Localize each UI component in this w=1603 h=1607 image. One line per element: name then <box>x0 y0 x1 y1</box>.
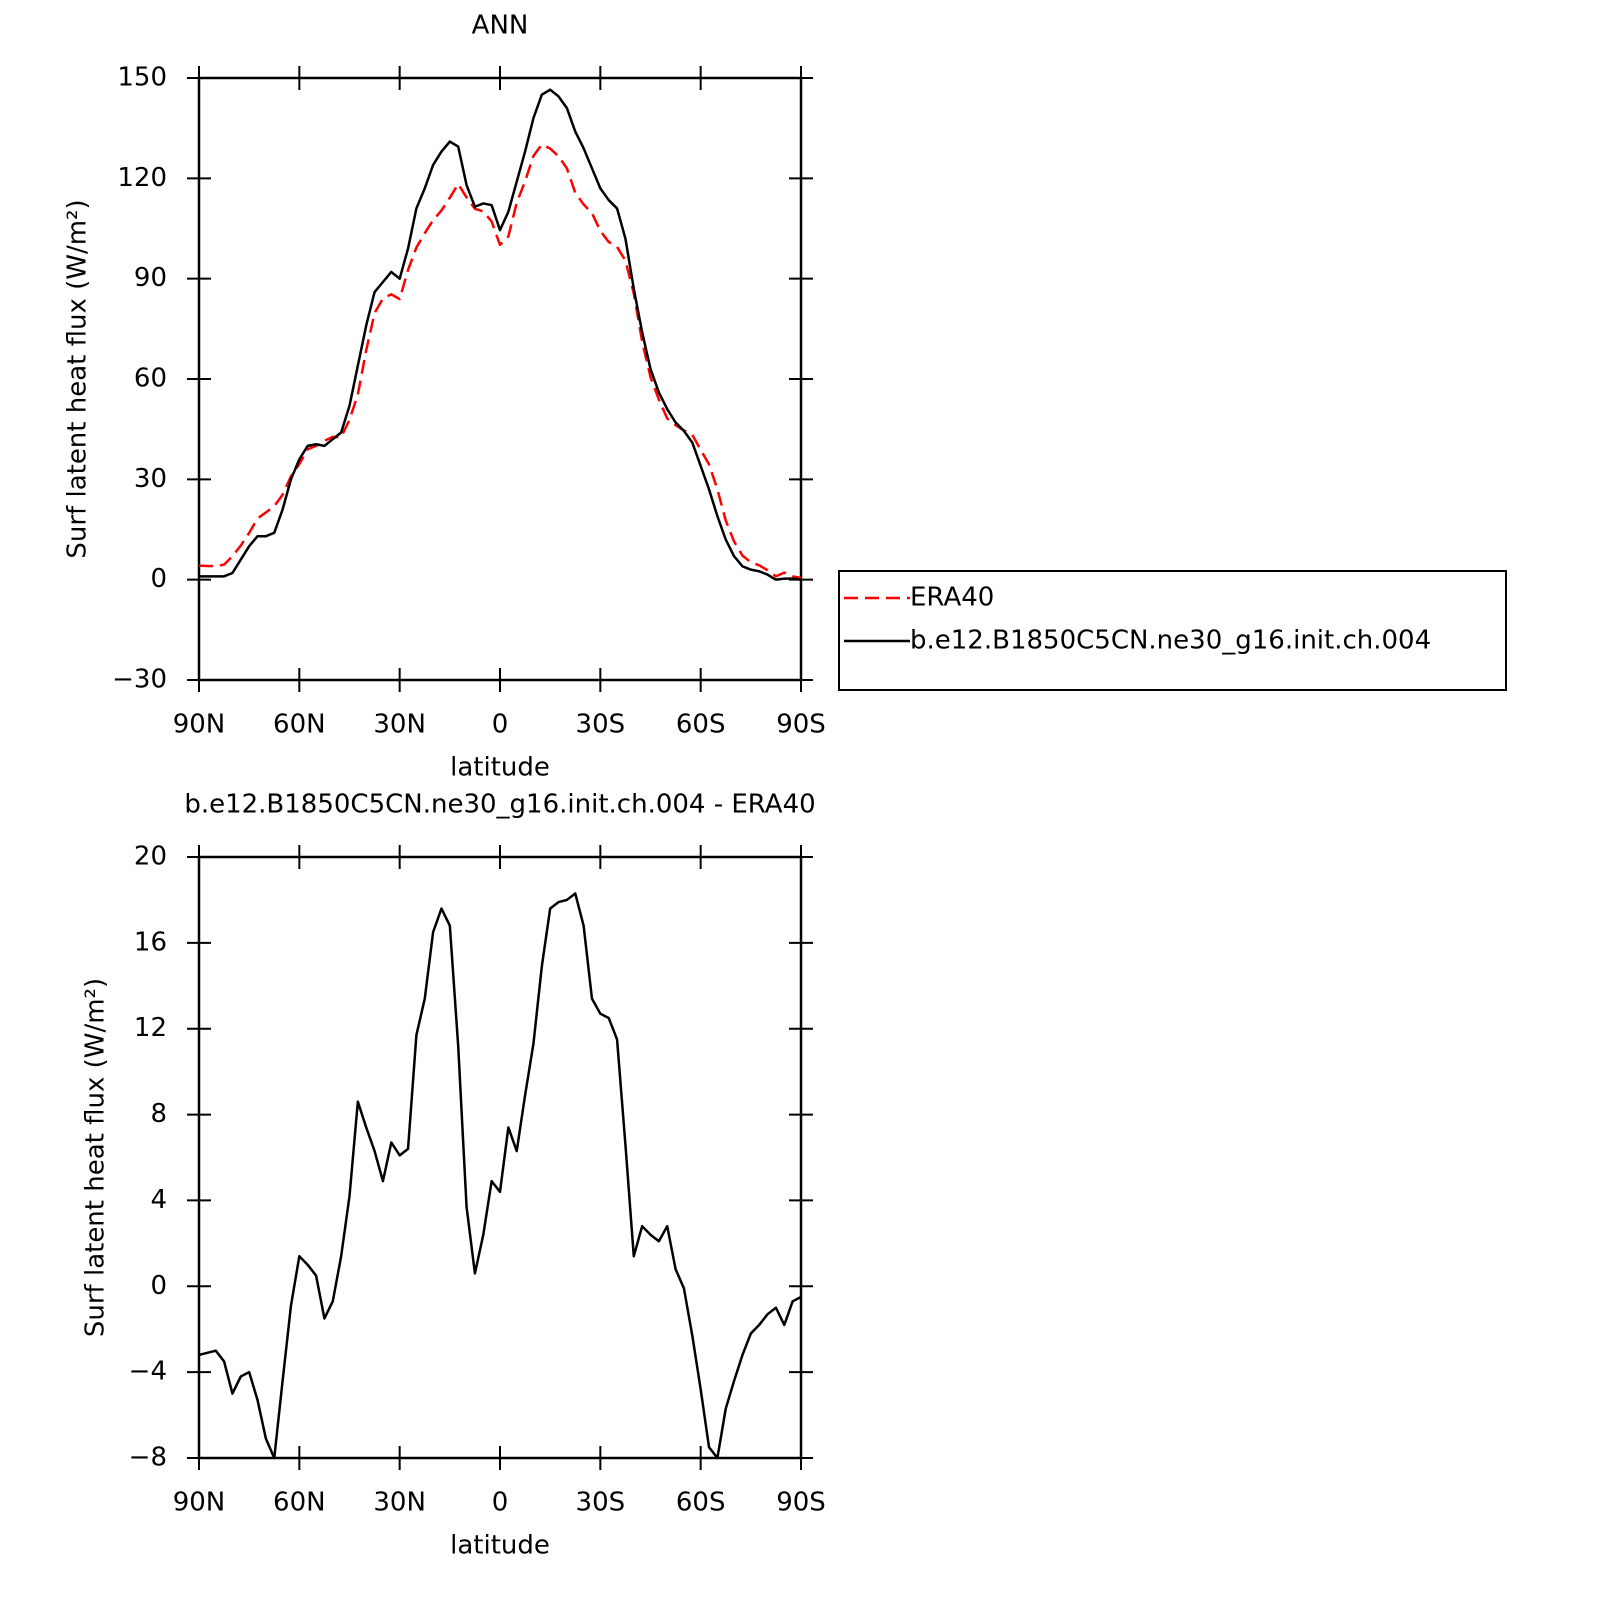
x-tick-label: 90N <box>173 1488 226 1518</box>
data-line <box>198 143 802 580</box>
x-tick-label: 30S <box>576 710 626 740</box>
plot-frame <box>197 855 803 1460</box>
data-line <box>199 88 802 581</box>
chart-title: ANN <box>472 11 529 41</box>
y-tick-label: 16 <box>134 927 167 957</box>
y-tick-label: 120 <box>117 163 167 193</box>
x-tick-label: 60N <box>273 1488 326 1518</box>
y-tick-label: 12 <box>134 1013 167 1043</box>
y-tick-label: −4 <box>129 1357 167 1387</box>
y-axis-label: Surf latent heat flux (W/m²) <box>63 199 93 558</box>
x-axis-label: latitude <box>450 1531 550 1561</box>
y-tick-label: 4 <box>150 1185 167 1215</box>
x-tick-label: 60N <box>273 710 326 740</box>
x-tick-label: 30N <box>373 1488 426 1518</box>
x-tick-label: 90N <box>173 710 226 740</box>
x-tick-label: 60S <box>676 1488 726 1518</box>
x-tick-label: 90S <box>776 710 826 740</box>
y-axis-label: Surf latent heat flux (W/m²) <box>81 978 111 1337</box>
legend-box <box>838 570 1507 691</box>
y-tick-label: 0 <box>150 564 167 594</box>
legend-label: b.e12.B1850C5CN.ne30_g16.init.ch.004 <box>910 626 1431 656</box>
x-tick-label: 0 <box>492 1488 509 1518</box>
y-tick-label: 60 <box>134 364 167 394</box>
y-tick-label: 30 <box>134 464 167 494</box>
y-tick-label: −8 <box>129 1443 167 1473</box>
x-tick-label: 30N <box>373 710 426 740</box>
y-tick-label: 8 <box>150 1099 167 1129</box>
x-axis-label: latitude <box>450 753 550 783</box>
x-tick-label: 0 <box>492 710 509 740</box>
legend-label: ERA40 <box>910 583 994 613</box>
plot-frame <box>197 76 803 682</box>
y-tick-label: −30 <box>112 665 167 695</box>
y-tick-label: 0 <box>150 1271 167 1301</box>
chart-title: b.e12.B1850C5CN.ne30_g16.init.ch.004 - E… <box>184 790 815 820</box>
x-tick-label: 30S <box>576 1488 626 1518</box>
x-tick-label: 90S <box>776 1488 826 1518</box>
y-tick-label: 150 <box>117 63 167 93</box>
data-line <box>198 892 802 1460</box>
x-tick-label: 60S <box>676 710 726 740</box>
y-tick-label: 90 <box>134 263 167 293</box>
y-tick-label: 20 <box>134 842 167 872</box>
